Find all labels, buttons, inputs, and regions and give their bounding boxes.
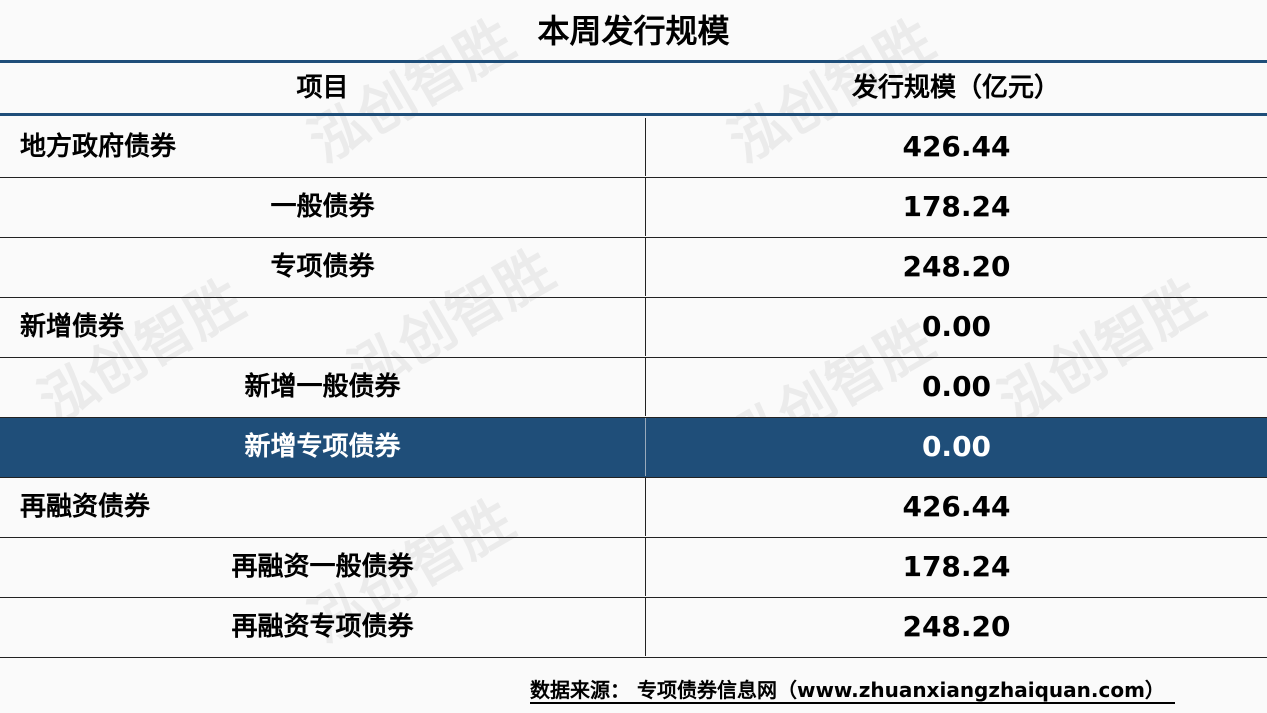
row-label: 再融资专项债券 bbox=[231, 612, 414, 642]
row-label: 新增一般债券 bbox=[244, 372, 401, 402]
table-row: 再融资债券 426.44 bbox=[0, 478, 1267, 538]
table-row: 再融资一般债券 178.24 bbox=[0, 538, 1267, 598]
table-row: 再融资专项债券 248.20 bbox=[0, 598, 1267, 658]
row-value: 248.20 bbox=[645, 238, 1267, 296]
row-value: 0.00 bbox=[645, 298, 1267, 356]
column-header-item: 项目 bbox=[296, 73, 349, 103]
column-header-scale: 发行规模（亿元） bbox=[851, 73, 1060, 103]
row-label: 再融资一般债券 bbox=[231, 552, 414, 582]
row-label: 再融资债券 bbox=[20, 492, 151, 522]
row-label: 专项债券 bbox=[270, 252, 375, 282]
row-label: 一般债券 bbox=[270, 192, 375, 222]
table-row: 地方政府债券 426.44 bbox=[0, 118, 1267, 178]
table-row: 新增专项债券 0.00 bbox=[0, 418, 1267, 478]
row-value: 426.44 bbox=[645, 478, 1267, 536]
row-label: 新增专项债券 bbox=[244, 432, 401, 462]
row-value: 178.24 bbox=[645, 178, 1267, 236]
source-note: 数据来源： 专项债券信息网（www.zhuanxiangzhaiquan.com… bbox=[530, 678, 1175, 704]
table-row: 一般债券 178.24 bbox=[0, 178, 1267, 238]
row-value: 178.24 bbox=[645, 538, 1267, 596]
row-value: 0.00 bbox=[645, 358, 1267, 416]
row-label: 新增债券 bbox=[20, 312, 125, 342]
row-value: 0.00 bbox=[645, 418, 1267, 476]
table-row: 新增一般债券 0.00 bbox=[0, 358, 1267, 418]
row-value: 248.20 bbox=[645, 598, 1267, 656]
table-header: 项目 发行规模（亿元） bbox=[0, 60, 1267, 116]
row-label: 地方政府债券 bbox=[20, 132, 177, 162]
page-title: 本周发行规模 bbox=[537, 12, 730, 50]
table-row: 专项债券 248.20 bbox=[0, 238, 1267, 298]
table-row: 新增债券 0.00 bbox=[0, 298, 1267, 358]
row-value: 426.44 bbox=[645, 118, 1267, 176]
